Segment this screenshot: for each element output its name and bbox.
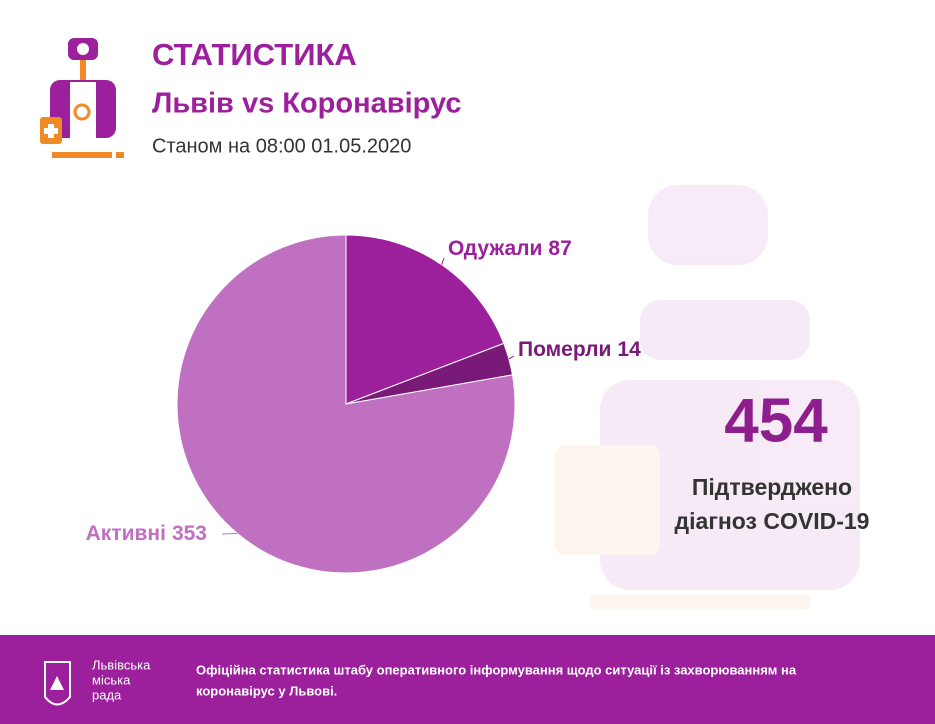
title: СТАТИСТИКА — [152, 37, 357, 72]
slice-label: Одужали 87 — [448, 237, 572, 260]
total: 454 — [724, 386, 828, 455]
logo-text: Львівська — [92, 657, 151, 672]
slice-value: 87 — [548, 237, 571, 260]
subtitle: Львів vs Коронавірус — [152, 88, 462, 120]
slice-label: Померли 14 — [518, 338, 641, 361]
date: Станом на 08:00 01.05.2020 — [152, 135, 411, 157]
slice-category: Активні — [86, 522, 166, 545]
logo-text: рада — [92, 687, 122, 702]
slice-value: 14 — [617, 338, 641, 361]
background-icon — [555, 185, 860, 609]
city-logo — [44, 661, 71, 706]
logo-text: міська — [92, 672, 131, 687]
confirmed-label: Підтверджено — [692, 474, 852, 500]
slice-label: Активні 353 — [86, 522, 207, 545]
leader-line — [221, 532, 238, 535]
doctor-icon — [40, 38, 124, 158]
confirmed-label: діагноз COVID-19 — [675, 508, 870, 534]
pie-chart: Одужали 87 Померли 14 Активні 353 — [86, 234, 641, 574]
leader-line — [508, 355, 515, 360]
footer — [0, 635, 935, 724]
slice-category: Померли — [518, 338, 611, 361]
footer-text: Офіційна статистика штабу оперативного і… — [196, 662, 797, 677]
slice-value: 353 — [172, 522, 207, 545]
leader-line — [441, 257, 445, 265]
footer-text: коронавірус у Львові. — [196, 683, 337, 698]
pie-slice — [345, 234, 505, 405]
pie-slice — [176, 234, 516, 574]
slice-category: Одужали — [448, 237, 542, 260]
